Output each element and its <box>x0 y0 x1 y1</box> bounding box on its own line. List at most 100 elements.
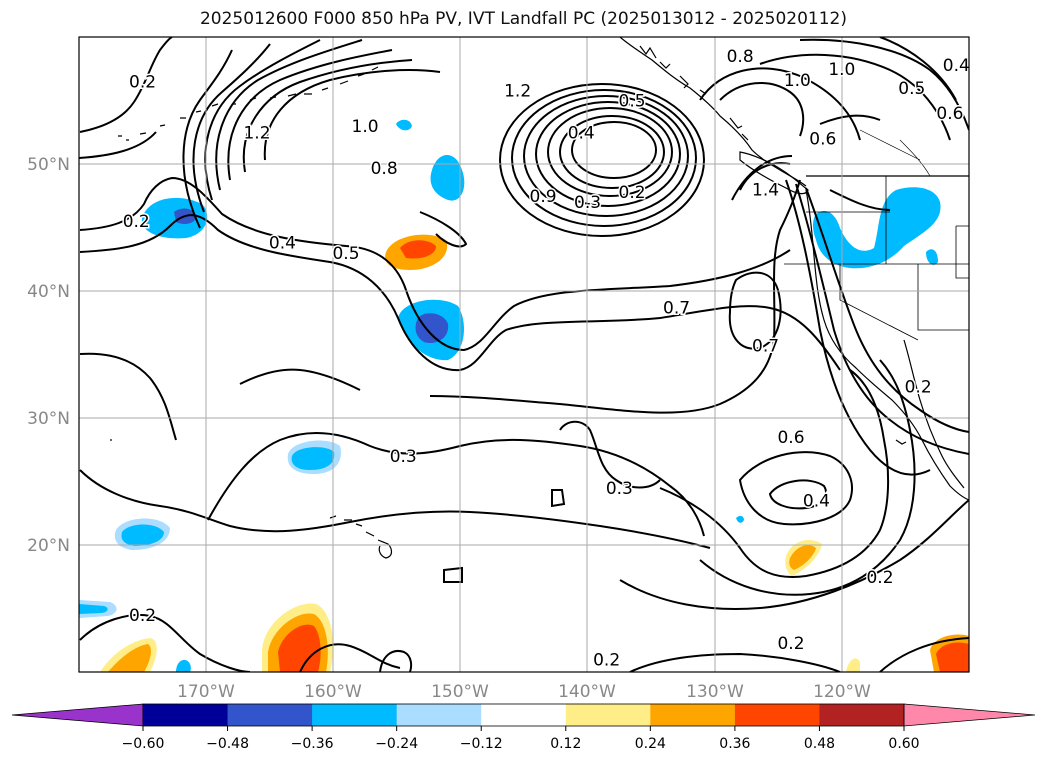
contour-line <box>805 187 969 433</box>
contour-label: 0.4 <box>803 492 830 512</box>
contour-label: 0.8 <box>371 159 398 179</box>
contour-label: 0.3 <box>606 479 633 499</box>
lat-label: 40°N <box>27 282 70 302</box>
contour-line <box>535 101 681 207</box>
contour-line <box>547 107 673 197</box>
contour-line <box>79 214 841 372</box>
colorbar-segment <box>312 704 398 726</box>
contour-label: 0.2 <box>129 72 156 92</box>
contour-line <box>829 189 891 211</box>
axis-labels: 170°W 160°W 150°W 140°W 130°W 120°W 20°N… <box>27 155 871 702</box>
contour-line <box>419 211 468 248</box>
colorbar-tick-label: 0.60 <box>888 736 919 752</box>
contour-label: 1.0 <box>352 117 379 137</box>
contour-label: 0.2 <box>123 212 150 232</box>
colorbar-tick-label: 0.48 <box>804 736 835 752</box>
state-borders <box>784 176 969 341</box>
colorbar-segment <box>396 704 482 726</box>
contour-line <box>559 420 661 489</box>
contour-line <box>523 95 689 217</box>
contour-line <box>738 451 853 526</box>
colorbar-segment <box>481 704 567 726</box>
contour-label: 0.4 <box>943 56 970 76</box>
pv-strong-positive-area <box>278 624 321 672</box>
contour-line <box>629 652 841 672</box>
lon-label: 150°W <box>431 682 489 702</box>
pv-contours <box>79 37 969 672</box>
colorbar-segment <box>819 704 905 726</box>
contour-line <box>768 479 827 510</box>
pv-negative-area <box>141 197 208 239</box>
us-west-coast <box>805 189 969 501</box>
colorbar-tick-label: −0.24 <box>375 736 418 752</box>
colorbar-tick-label: −0.48 <box>206 736 249 752</box>
pv-negative-area <box>121 524 164 546</box>
contour-label: 0.6 <box>809 130 836 150</box>
colorbar-tick-label: 0.36 <box>719 736 750 752</box>
contour-label: 0.8 <box>727 47 754 67</box>
colorbar-segment <box>734 704 820 726</box>
contour-label: 0.6 <box>936 104 963 124</box>
contour-line <box>559 115 665 189</box>
contour-line <box>551 489 566 508</box>
contour-line <box>239 368 361 391</box>
colorbar-tick-label: −0.60 <box>122 736 165 752</box>
contour-line <box>242 59 413 173</box>
colorbar-segment <box>227 704 313 726</box>
contour-line <box>659 369 890 578</box>
contour-label: 1.0 <box>828 60 855 80</box>
contour-line <box>739 162 791 191</box>
colorbar-tick-label: 0.24 <box>635 736 666 752</box>
contour-label: 1.2 <box>504 81 531 101</box>
pv-strong-negative-area <box>415 313 449 344</box>
gridlines <box>79 37 969 672</box>
contour-line <box>731 155 793 201</box>
contour-line <box>879 37 957 101</box>
contour-line <box>215 39 363 191</box>
contour-line <box>263 69 441 161</box>
contour-line <box>499 83 705 237</box>
colorbar-segment <box>650 704 736 726</box>
map-title: 2025012600 F000 850 hPa PV, IVT Landfall… <box>199 9 847 29</box>
contour-line <box>182 49 233 229</box>
contour-label: 0.5 <box>332 244 359 264</box>
contour-label: 0.5 <box>898 79 925 99</box>
lat-label: 20°N <box>27 536 70 556</box>
contour-line <box>819 114 881 125</box>
contour-label: 0.9 <box>530 187 557 207</box>
contour-line <box>571 121 657 179</box>
contour-line <box>785 179 931 476</box>
contour-line <box>379 650 413 672</box>
map-frame <box>78 36 970 673</box>
contour-label: 0.3 <box>574 193 601 213</box>
contour-label: 1.2 <box>243 123 270 143</box>
pv-shading <box>79 119 969 672</box>
lon-label: 170°W <box>177 682 235 702</box>
lon-label: 120°W <box>813 682 871 702</box>
contour-line <box>192 43 271 213</box>
colorbar-min-extension <box>11 703 144 727</box>
contour-line <box>79 469 711 549</box>
alaska-coast <box>619 37 807 187</box>
contour-line <box>79 176 791 352</box>
contour-line <box>699 359 916 596</box>
lon-label: 130°W <box>686 682 744 702</box>
lat-label: 50°N <box>27 155 70 175</box>
contour-label: 0.2 <box>129 606 156 626</box>
contour-label: 0.5 <box>619 92 646 112</box>
contour-label: 0.2 <box>866 568 893 588</box>
pv-negative-area <box>813 187 941 269</box>
contour-line <box>79 179 801 441</box>
contour-line <box>795 183 969 455</box>
contour-label: 1.4 <box>752 180 779 200</box>
contour-line <box>619 499 969 610</box>
contour-line <box>204 39 321 201</box>
contour-line <box>79 37 173 133</box>
contour-label: 1.0 <box>784 71 811 91</box>
contour-labels: 0.2 1.2 1.0 1.2 0.8 0.2 0.4 0.5 0.5 0.4 0.2 0.3 0.9 0… <box>121 46 970 672</box>
contour-label: 0.2 <box>593 650 620 670</box>
contour-line <box>719 82 805 137</box>
contour-label: 0.6 <box>777 428 804 448</box>
contour-line <box>799 38 969 131</box>
contour-line <box>443 566 463 583</box>
